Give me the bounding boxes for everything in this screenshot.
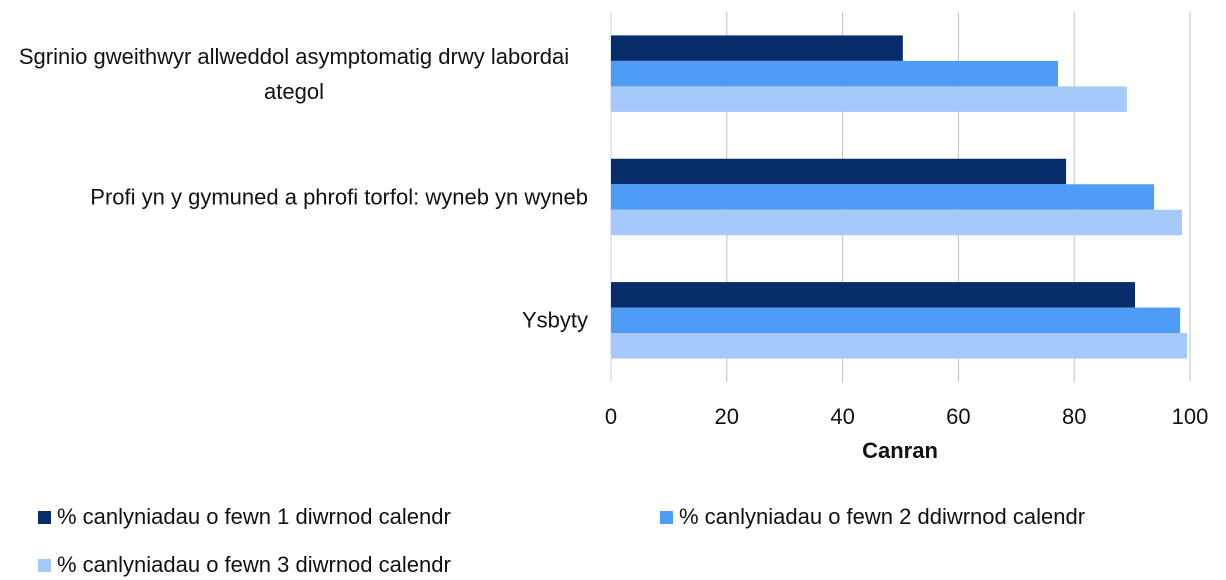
x-tick-label: 80 bbox=[1062, 404, 1086, 429]
category-text: Sgrinio gweithwyr allweddol asymptomatig… bbox=[18, 43, 570, 104]
legend-label: % canlyniadau o fewn 3 diwrnod calendr bbox=[57, 552, 451, 577]
category-label: Ysbyty bbox=[0, 303, 588, 338]
legend-item: % canlyniadau o fewn 1 diwrnod calendr bbox=[38, 504, 451, 530]
bar bbox=[611, 307, 1181, 334]
x-tick-label: 60 bbox=[946, 404, 970, 429]
x-tick-label: 0 bbox=[605, 404, 617, 429]
bar bbox=[611, 333, 1188, 359]
legend-label: % canlyniadau o fewn 1 diwrnod calendr bbox=[57, 504, 451, 529]
legend-swatch bbox=[38, 558, 51, 572]
bar bbox=[611, 158, 1067, 185]
x-tick-label: 20 bbox=[715, 404, 739, 429]
bar bbox=[611, 184, 1155, 210]
category-text: Ysbyty bbox=[521, 307, 588, 333]
x-tick-label: 40 bbox=[830, 404, 854, 429]
bar bbox=[611, 282, 1135, 308]
bar bbox=[611, 35, 903, 61]
bar bbox=[611, 86, 1127, 112]
category-text: Profi yn y gymuned a phrofi torfol: wyne… bbox=[90, 184, 588, 210]
x-axis-title: Canran bbox=[862, 438, 938, 463]
x-tick-label: 100 bbox=[1172, 404, 1209, 429]
legend-label: % canlyniadau o fewn 2 ddiwrnod calendr bbox=[679, 504, 1086, 529]
legend-swatch bbox=[660, 510, 673, 524]
legend-item: % canlyniadau o fewn 3 diwrnod calendr bbox=[38, 552, 451, 578]
bar bbox=[611, 60, 1058, 87]
legend-swatch bbox=[38, 510, 51, 524]
category-label: Sgrinio gweithwyr allweddol asymptomatig… bbox=[0, 39, 588, 109]
category-label: Profi yn y gymuned a phrofi torfol: wyne… bbox=[0, 180, 588, 215]
legend-item: % canlyniadau o fewn 2 ddiwrnod calendr bbox=[660, 504, 1085, 530]
bar bbox=[611, 209, 1182, 236]
